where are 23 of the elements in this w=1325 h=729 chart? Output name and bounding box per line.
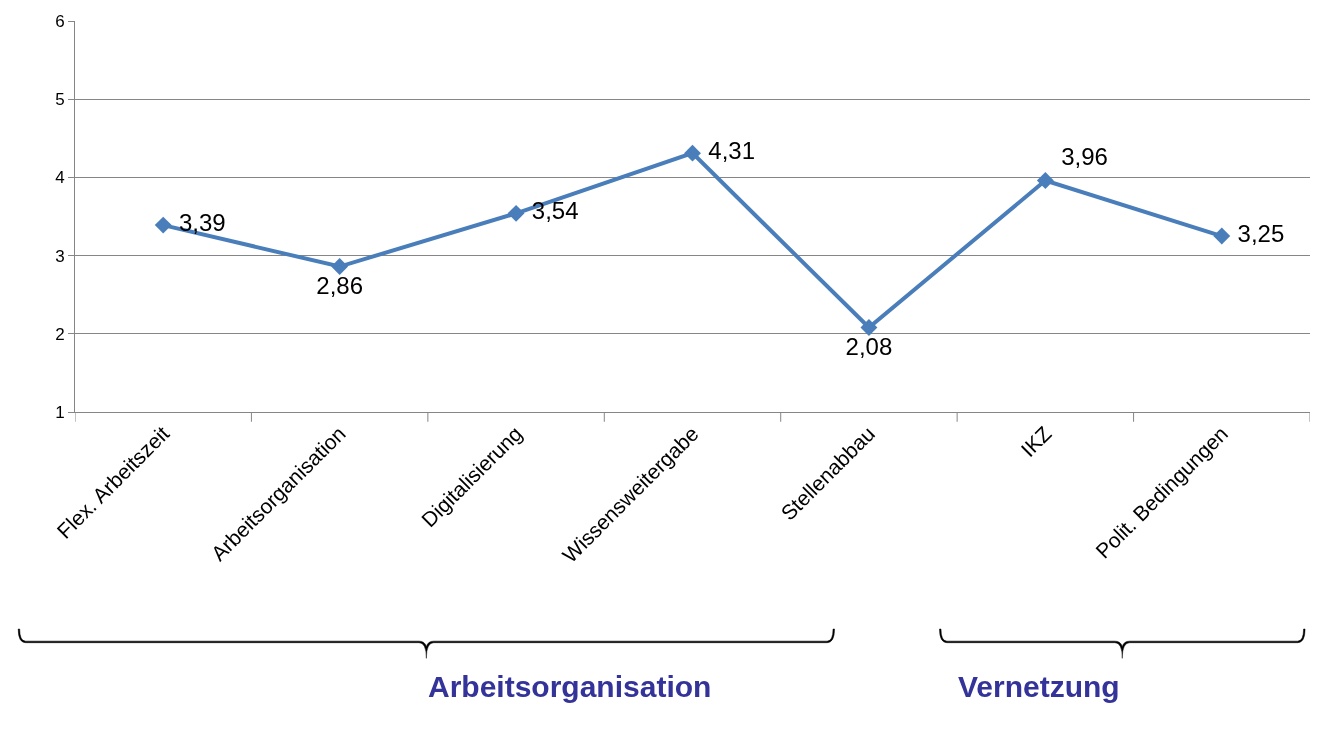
point (860, 319, 878, 336)
data-label: 3,39 (172, 209, 233, 237)
data-label: 3,54 (525, 197, 586, 225)
data-label: 3,96 (1054, 143, 1115, 171)
data-label: 2,08 (838, 332, 899, 360)
point (1213, 227, 1231, 245)
y-tick-label: 3 (55, 246, 65, 266)
data-label: 4,31 (701, 137, 762, 165)
point (1036, 172, 1054, 189)
text: Arbeitsorganisation (428, 670, 712, 703)
text: Vernetzung (958, 670, 1120, 703)
data-label: 2,86 (309, 271, 370, 299)
y-tick-label: 1 (55, 402, 65, 422)
data-label: 3,25 (1230, 220, 1291, 248)
y-tick-label: 4 (55, 168, 65, 188)
y-tick-label: 5 (55, 90, 65, 110)
x-tick-label: IKZ (1016, 421, 1056, 462)
point (684, 144, 701, 162)
point (154, 216, 172, 234)
point (507, 204, 525, 222)
point (331, 258, 349, 275)
y-tick-label: 2 (55, 324, 65, 344)
y-tick-label: 6 (55, 11, 65, 31)
